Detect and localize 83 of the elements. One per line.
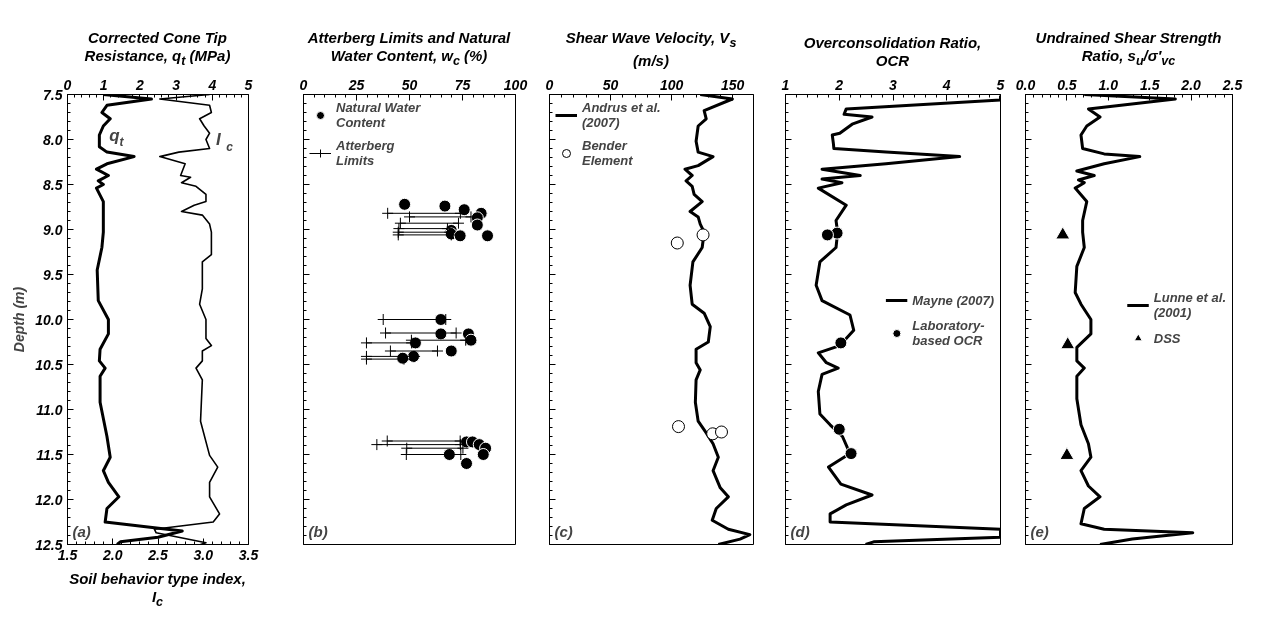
point [844, 447, 858, 461]
point [834, 336, 848, 350]
point [481, 229, 495, 243]
y-tick-label: 12.0 [35, 491, 63, 508]
x-tick-label: 2 [834, 76, 844, 93]
x-tick-label: 3 [889, 76, 898, 93]
x-axis-title: Atterberg Limits and Natural Water Content, w$_{c}$ (%) [306, 29, 512, 70]
point [392, 222, 405, 235]
y-tick-label: 11.0 [36, 401, 63, 418]
x-tick-label: 2.0 [102, 546, 123, 563]
point [360, 336, 373, 349]
point [444, 344, 458, 358]
x-tick-label: 0 [299, 76, 308, 93]
point [438, 199, 452, 213]
point [460, 457, 474, 470]
point [832, 422, 846, 436]
point [453, 229, 467, 243]
x-tick-label: 25 [347, 76, 365, 93]
x-tick-label: 50 [602, 76, 619, 93]
y-tick-label: 8.5 [43, 176, 63, 193]
annotation: (e) [1030, 522, 1049, 540]
legend-label: DSS [1153, 330, 1181, 346]
x-tick-label: 2.5 [1221, 76, 1243, 93]
y-tick-label: 9.5 [43, 266, 63, 283]
point [431, 345, 444, 357]
x-tick-label: 3.0 [193, 546, 214, 563]
point [398, 197, 412, 211]
point [476, 448, 490, 461]
x-tick-label: 150 [721, 76, 745, 93]
x-tick-label: 1.5 [1139, 76, 1160, 93]
x-axis-title: Undrained Shear Strength Ratio, s$_{u}$/σ′$_{vc}$ [1034, 29, 1223, 70]
x-tick-label: 100 [503, 76, 528, 93]
point [670, 236, 684, 250]
annotation: (a) [72, 522, 91, 540]
x-tick-label: 0 [545, 76, 554, 93]
point [464, 333, 478, 347]
annotation: (d) [790, 522, 810, 540]
x-tick-label: 0.5 [1057, 76, 1077, 93]
x-axis-title: Overconsolidation Ratio, OCR [802, 34, 983, 70]
point [442, 448, 456, 461]
x-tick-label: 2.5 [147, 546, 168, 563]
point [379, 327, 392, 339]
legend-label: Laboratory-based OCR [912, 318, 985, 348]
point [452, 217, 465, 230]
x-tick-label: 4 [941, 76, 951, 93]
x-tick-label: 75 [454, 76, 471, 93]
annotation: (b) [308, 522, 328, 540]
x-tick-label: 100 [659, 76, 684, 93]
x-tick-label: 0.0 [1015, 76, 1036, 93]
legend-label: Bender Element [582, 138, 633, 168]
point [672, 420, 685, 434]
x-tick-label: 5 [996, 76, 1005, 93]
legend-label: Lunne et al. (2001) [1153, 290, 1226, 320]
x-tick-label: 1.0 [1098, 76, 1119, 93]
x-tick-label: 50 [401, 76, 418, 93]
legend-label: Natural Water Content [336, 100, 421, 130]
y-tick-label: 10.5 [35, 356, 63, 373]
point [381, 435, 394, 447]
point [381, 207, 394, 220]
x-tick-label: 1 [781, 76, 790, 93]
point [715, 425, 728, 439]
point [384, 345, 397, 357]
point [696, 228, 710, 242]
point [450, 327, 463, 339]
x-axis-title: Soil behavior type index, I$_{c}$ [68, 570, 247, 611]
y-tick-label: 10.0 [35, 311, 63, 328]
y-axis-title: Depth (m) [11, 286, 28, 353]
x-tick-label: 3.5 [238, 546, 259, 563]
y-tick-label: 9.0 [43, 221, 63, 238]
legend-label: Atterberg Limits [336, 138, 395, 168]
y-tick-label: 11.5 [36, 446, 63, 463]
x2-axis-title: Corrected Cone Tip Resistance, q$_{t}$ (MPa) [83, 29, 232, 70]
point [370, 438, 383, 451]
legend-label: Mayne (2007) [912, 292, 994, 308]
text: Shear Wave Velocity, V$_{s}$ (m/s) [565, 29, 737, 69]
y-tick-label: 8.0 [43, 131, 63, 148]
point [403, 210, 416, 223]
x-tick-label: 2.0 [1180, 76, 1202, 93]
annotation: (c) [554, 522, 573, 540]
y-tick-label: 7.5 [43, 86, 63, 103]
point [470, 218, 484, 232]
point [820, 228, 834, 242]
legend-label: Andrus et al. (2007) [582, 100, 661, 130]
